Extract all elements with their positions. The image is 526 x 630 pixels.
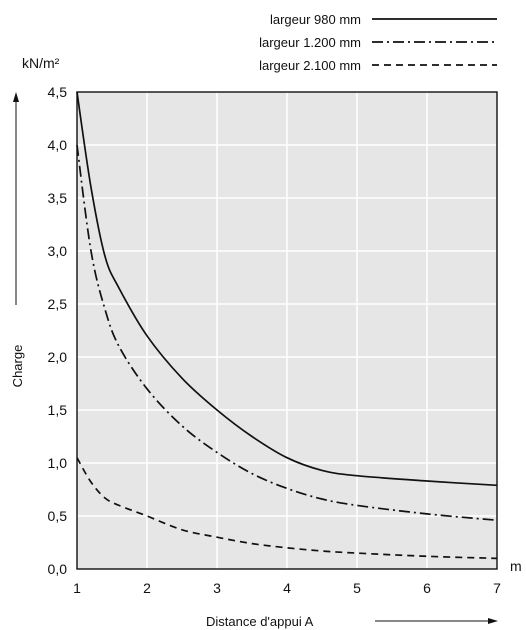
y-tick-label: 3,5 [48, 190, 68, 206]
y-tick-label: 1,5 [48, 402, 68, 418]
series-line-1 [76, 91, 498, 487]
x-tick-label: 4 [283, 580, 291, 596]
y-tick-label: 1,0 [48, 455, 68, 471]
x-tick-labels: 1 2 3 4 5 6 7 [73, 580, 501, 596]
grid [77, 92, 497, 569]
x-unit-label: m [510, 558, 522, 574]
x-tick-label: 3 [213, 580, 221, 596]
series-line-2 [76, 144, 498, 522]
x-axis-arrow [375, 618, 498, 624]
legend-label-3: largeur 2.100 mm [259, 58, 361, 73]
plot-border [76, 91, 498, 570]
y-unit-label: kN/m² [22, 55, 60, 71]
y-tick-labels: 0,0 0,5 1,0 1,5 2,0 2,5 3,0 3,5 4,0 4,5 [48, 84, 68, 577]
legend-label-1: largeur 980 mm [270, 12, 361, 27]
y-axis-label: Charge [10, 345, 25, 388]
series-line-3 [76, 457, 498, 560]
legend: largeur 980 mm largeur 1.200 mm largeur 2.… [259, 12, 497, 73]
y-tick-label: 0,5 [48, 508, 68, 524]
y-tick-label: 4,5 [48, 84, 68, 100]
x-tick-label: 2 [143, 580, 151, 596]
legend-label-2: largeur 1.200 mm [259, 35, 361, 50]
y-tick-label: 2,5 [48, 296, 68, 312]
x-tick-label: 1 [73, 580, 81, 596]
series-lines [76, 91, 498, 560]
x-tick-label: 7 [493, 580, 501, 596]
y-tick-label: 0,0 [48, 561, 68, 577]
y-tick-label: 4,0 [48, 137, 68, 153]
x-tick-label: 6 [423, 580, 431, 596]
y-axis-arrow [13, 92, 19, 305]
y-tick-label: 3,0 [48, 243, 68, 259]
y-tick-label: 2,0 [48, 349, 68, 365]
x-tick-label: 5 [353, 580, 361, 596]
x-axis-label: Distance d'appui A [206, 614, 314, 629]
